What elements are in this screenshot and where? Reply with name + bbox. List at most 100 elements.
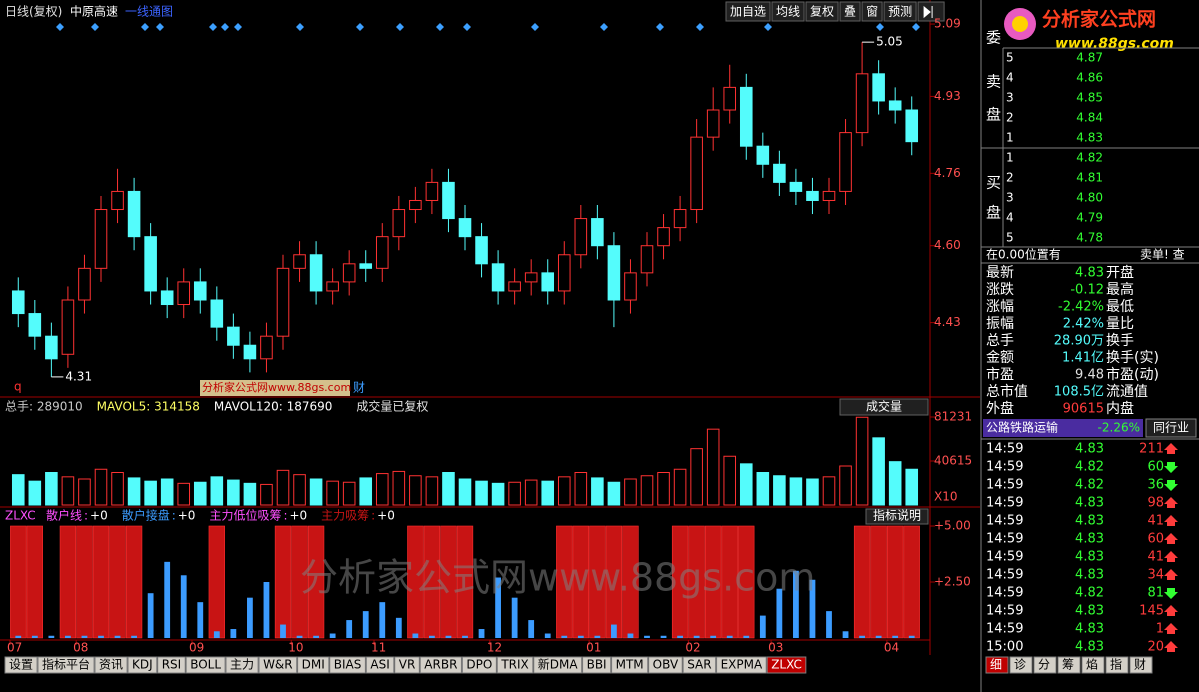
indicator-bar xyxy=(59,525,77,639)
indicator-bar xyxy=(903,525,920,639)
book-level: 1 xyxy=(1006,131,1014,145)
side-tab-label: 细 xyxy=(990,658,1002,672)
tick-arrow xyxy=(1164,462,1178,473)
candle-body xyxy=(673,209,687,229)
toolbar-button[interactable] xyxy=(839,1,861,22)
toolbar-button-label: 加自选 xyxy=(730,5,766,19)
tick-price: 4.83 xyxy=(1075,622,1104,637)
tab[interactable] xyxy=(648,656,683,674)
tab[interactable] xyxy=(496,656,534,674)
order-link[interactable]: 卖单! 查 xyxy=(1140,248,1185,262)
signal-icon xyxy=(600,23,608,31)
indicator-bar xyxy=(776,588,783,638)
y-tick-label: 40615 xyxy=(934,454,972,468)
indicator-bar xyxy=(710,635,717,638)
y-tick-label: 4.43 xyxy=(934,315,961,329)
side-tab[interactable] xyxy=(1033,656,1057,674)
tab[interactable] xyxy=(157,656,186,674)
side-tab-label: 指 xyxy=(1110,657,1122,672)
sector-bar[interactable] xyxy=(983,419,1143,437)
toolbar-icon xyxy=(923,5,933,19)
tick-arrow xyxy=(1164,515,1178,526)
tick-volume: 41 xyxy=(1147,550,1164,565)
tab[interactable] xyxy=(533,656,583,674)
indicator-bar xyxy=(644,635,650,638)
indicator-bar xyxy=(48,635,55,638)
candle-body xyxy=(806,190,819,201)
legend-colon: : xyxy=(371,509,375,523)
volume-bar xyxy=(293,474,306,506)
side-tab[interactable] xyxy=(985,656,1009,674)
toolbar-button[interactable] xyxy=(771,1,805,22)
indicator-bar xyxy=(92,525,110,639)
stat-label: 市盈(动) xyxy=(1106,366,1159,383)
tab[interactable] xyxy=(297,656,330,674)
logo-name: 分析家公式网 xyxy=(1042,8,1156,31)
tab[interactable] xyxy=(682,656,717,674)
tab[interactable] xyxy=(461,656,497,674)
tab[interactable] xyxy=(611,656,649,674)
volume-bar xyxy=(210,476,224,506)
tab[interactable] xyxy=(766,656,807,674)
tab[interactable] xyxy=(716,656,767,674)
stat-label: 开盘 xyxy=(1106,264,1134,281)
volume-bar xyxy=(773,475,786,506)
tab[interactable] xyxy=(225,656,259,674)
tab[interactable] xyxy=(582,656,612,674)
stat-label: 内盘 xyxy=(1106,400,1134,417)
side-tab[interactable] xyxy=(1105,656,1129,674)
volume-bar xyxy=(888,461,902,506)
indicator-bar xyxy=(346,620,353,638)
candle-body xyxy=(111,190,124,211)
tab[interactable] xyxy=(185,656,226,674)
toolbar-button[interactable] xyxy=(861,1,883,22)
y-tick-label: 4.76 xyxy=(934,166,961,180)
help-button[interactable] xyxy=(865,508,929,525)
tab-label: ASI xyxy=(370,658,389,672)
volume-stat: 总手: 289010 xyxy=(5,400,83,414)
toolbar-button[interactable] xyxy=(725,1,771,22)
candle-body xyxy=(392,209,406,238)
indicator-bar xyxy=(478,629,485,638)
side-tab[interactable] xyxy=(1057,656,1081,674)
tab[interactable] xyxy=(419,656,462,674)
high-label: 5.05 xyxy=(876,35,903,49)
toolbar-button[interactable] xyxy=(805,1,839,22)
tick-time: 14:59 xyxy=(986,442,1023,457)
indicator-bar xyxy=(164,561,171,638)
volume-bar xyxy=(458,478,472,506)
tab[interactable] xyxy=(258,656,298,674)
tick-arrow xyxy=(1164,569,1178,580)
indicator-bar xyxy=(329,633,336,638)
side-tab[interactable] xyxy=(1081,656,1105,674)
signal-icon xyxy=(56,23,64,31)
sector-button[interactable] xyxy=(1145,418,1197,438)
tab[interactable] xyxy=(37,656,95,674)
side-tab[interactable] xyxy=(1009,656,1033,674)
toolbar-button[interactable] xyxy=(883,1,917,22)
volume-bar xyxy=(28,480,42,506)
tab[interactable] xyxy=(329,656,366,674)
toolbar-button-label: 叠 xyxy=(844,5,856,19)
volume-stat: MAVOL120: 187690 xyxy=(214,400,333,414)
tab[interactable] xyxy=(365,656,395,674)
indicator-bar xyxy=(114,635,121,638)
tick-time: 14:59 xyxy=(986,496,1023,511)
legend-value: +0 xyxy=(90,509,108,523)
side-tab[interactable] xyxy=(1129,656,1153,674)
tab[interactable] xyxy=(94,656,128,674)
stat-label: 量比 xyxy=(1106,316,1134,332)
volume-bar xyxy=(342,481,356,506)
tab[interactable] xyxy=(394,656,420,674)
badge: 分析家公式网www.88gs.com xyxy=(202,380,351,394)
volume-bar xyxy=(409,475,422,506)
dropdown[interactable] xyxy=(839,398,929,416)
indicator-bar xyxy=(147,593,154,638)
tab[interactable] xyxy=(4,656,38,674)
tab-label: RSI xyxy=(162,658,182,672)
indicator-bar xyxy=(81,635,88,638)
tab[interactable] xyxy=(127,656,158,674)
tick-volume: 20 xyxy=(1147,640,1164,655)
indicator-bar xyxy=(577,635,584,638)
indicator-bar xyxy=(213,631,220,638)
